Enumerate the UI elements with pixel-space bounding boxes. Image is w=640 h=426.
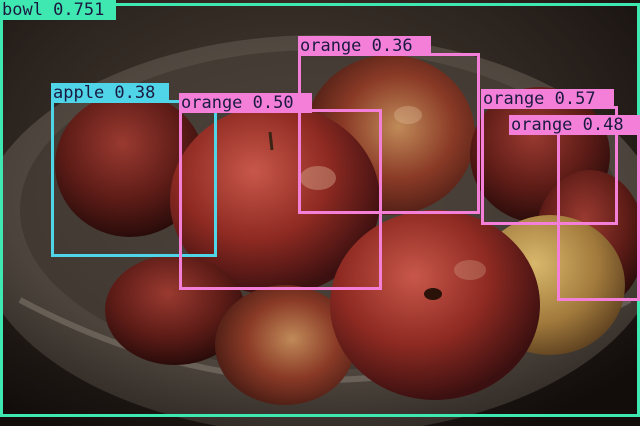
label-orange-3: orange 0.57	[481, 89, 614, 109]
label-orange-4: orange 0.48	[509, 115, 640, 135]
label-apple: apple 0.38	[51, 83, 169, 103]
bbox-orange-2	[179, 109, 382, 290]
label-bowl: bowl 0.751	[0, 0, 116, 20]
bbox-orange-4	[557, 131, 640, 301]
label-orange-1: orange 0.36	[298, 36, 431, 56]
label-orange-2: orange 0.50	[179, 93, 312, 113]
